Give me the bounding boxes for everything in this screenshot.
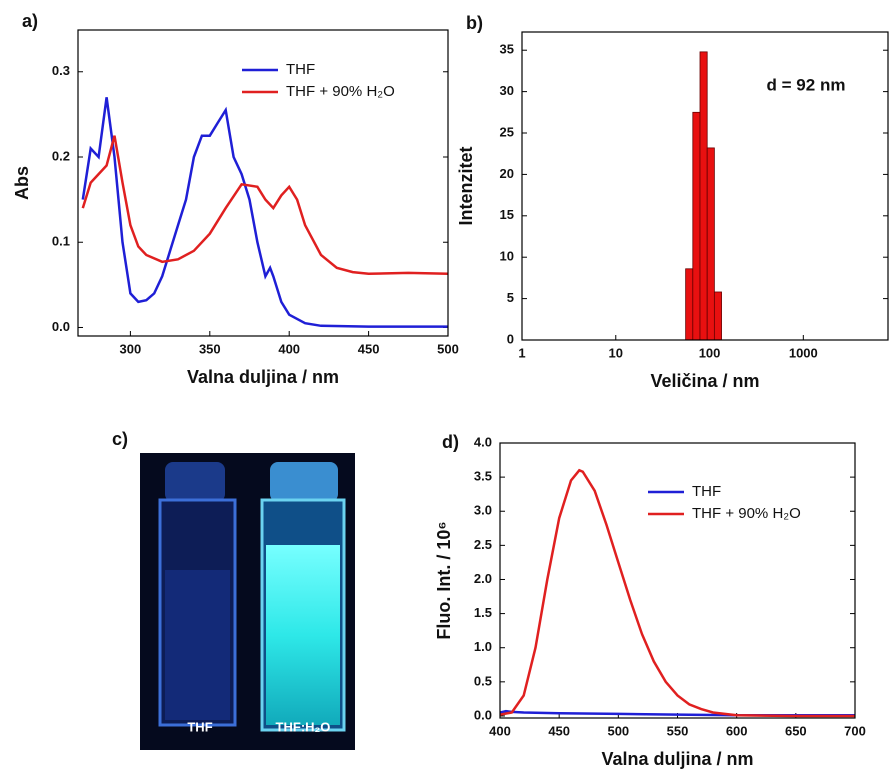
panel-label: a) [22,11,38,31]
y-tick-label: 0.0 [52,319,70,334]
y-tick-label: 0 [507,331,514,346]
y-tick-label: 15 [500,207,514,222]
x-tick-label: 500 [607,723,629,738]
bar [706,147,715,341]
bar [685,268,694,341]
y-tick-label: 10 [500,249,514,264]
photo-panel: c) THF THF:H₂O [112,429,355,750]
x-tick-label: 1 [518,345,525,360]
y-tick-label: 2.0 [474,571,492,586]
x-tick-label: 550 [667,723,689,738]
x-tick-label: 450 [358,341,380,356]
y-tick-label: 35 [500,42,514,57]
data-line [81,97,448,328]
panel-label: d) [442,432,459,452]
data-line [81,135,448,276]
y-tick-label: 5 [507,290,514,305]
annotation: d = 92 nm [767,75,846,94]
legend-label: THF + 90% H₂O [286,83,395,100]
y-axis-label: Fluo. Int. / 10⁶ [434,521,454,639]
y-tick-label: 3.5 [474,469,492,484]
cap [270,462,338,502]
x-tick-label: 400 [489,723,511,738]
y-tick-label: 4.0 [474,434,492,449]
x-tick-label: 700 [844,723,866,738]
bar [692,111,701,341]
chart-panel: d) 400 450 500 550 600 650 700 0.0 0.5 1.0 1.5 2.0 2.… [434,432,866,769]
y-tick-label: 0.3 [52,63,70,78]
x-tick-label: 1000 [789,345,818,360]
x-axis-label: Veličina / nm [650,371,759,391]
x-axis-label: Valna duljina / nm [187,367,339,387]
x-axis-label: Valna duljina / nm [601,749,753,769]
panel-label: b) [466,13,483,33]
y-tick-label: 30 [500,83,514,98]
y-axis-label: Abs [12,166,32,200]
data-line [500,468,855,718]
caption: THF:H₂O [276,719,331,734]
y-tick-label: 0.1 [52,234,70,249]
plot-frame [521,31,889,341]
y-tick-label: 3.0 [474,503,492,518]
y-tick-label: 1.5 [474,605,492,620]
legend-label: THF [286,61,315,78]
x-tick-label: 350 [199,341,221,356]
caption: THF [187,719,212,734]
y-tick-label: 0.5 [474,673,492,688]
x-tick-label: 300 [120,341,142,356]
x-tick-label: 400 [278,341,300,356]
x-tick-label: 600 [726,723,748,738]
y-tick-label: 25 [500,124,514,139]
y-tick-label: 0.2 [52,148,70,163]
y-axis-label: Intenzitet [456,146,476,225]
y-tick-label: 1.0 [474,639,492,654]
chart-panel: a) 300 350 400 450 500 0.0 0.1 0.2 0.3 Valna dulji… [12,11,459,387]
x-tick-label: 500 [437,341,459,356]
plot-frame [499,442,856,719]
solution [266,545,340,725]
y-tick-label: 0.0 [474,707,492,722]
x-tick-label: 10 [609,345,623,360]
bar [699,51,708,341]
plot-frame [77,29,449,337]
x-tick-label: 450 [548,723,570,738]
panel-label: c) [112,429,128,449]
cap [165,462,225,502]
chart-panel: b) 1 10 100 1000 0 5 10 15 20 25 30 35 Veličina / nm I… [456,13,889,391]
legend-label: THF + 90% H₂O [692,505,801,522]
bar [713,291,722,341]
y-tick-label: 20 [500,166,514,181]
solution [165,570,230,720]
y-tick-label: 2.5 [474,537,492,552]
legend-label: THF [692,483,721,500]
x-tick-label: 650 [785,723,807,738]
x-tick-label: 100 [699,345,721,360]
